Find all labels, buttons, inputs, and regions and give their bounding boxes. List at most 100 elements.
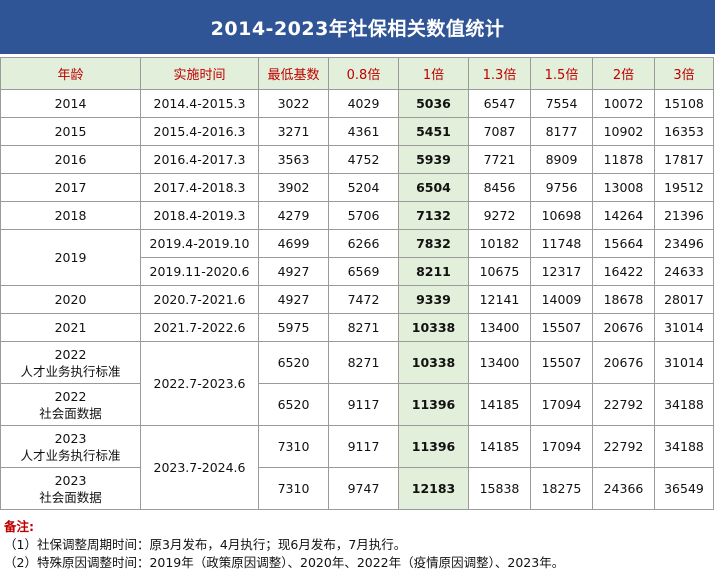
period-cell: 2016.4-2017.3 [140, 145, 259, 174]
value-cell: 5204 [328, 173, 399, 202]
value-cell: 31014 [654, 313, 714, 342]
value-cell: 9747 [328, 467, 399, 510]
value-cell: 3563 [258, 145, 329, 174]
year-cell: 2023 社会面数据 [0, 467, 141, 510]
value-cell: 36549 [654, 467, 714, 510]
value-cell: 8271 [328, 341, 399, 384]
value-cell: 10072 [592, 89, 655, 118]
value-cell: 7310 [258, 425, 329, 468]
value-cell: 34188 [654, 383, 714, 426]
header-3x: 3倍 [654, 57, 714, 90]
value-cell: 13400 [468, 341, 531, 384]
header-1-5x: 1.5倍 [530, 57, 593, 90]
value-cell: 31014 [654, 341, 714, 384]
value-cell: 4927 [258, 285, 329, 314]
value-cell-1x: 12183 [398, 467, 469, 510]
value-cell: 15507 [530, 341, 593, 384]
value-cell: 14009 [530, 285, 593, 314]
value-cell: 7472 [328, 285, 399, 314]
value-cell: 10902 [592, 117, 655, 146]
table-row: 2015 2015.4-2016.3 3271 4361 5451 7087 8… [0, 117, 714, 146]
value-cell: 13400 [468, 313, 531, 342]
value-cell: 4752 [328, 145, 399, 174]
year-sublabel: 人才业务执行标准 [20, 447, 121, 463]
value-cell: 15108 [654, 89, 714, 118]
year-cell: 2022 人才业务执行标准 [0, 341, 141, 384]
table-row: 2014 2014.4-2015.3 3022 4029 5036 6547 7… [0, 89, 714, 118]
value-cell: 6520 [258, 383, 329, 426]
value-cell: 15664 [592, 229, 655, 258]
value-cell: 7087 [468, 117, 531, 146]
notes-section: 备注: （1）社保调整周期时间：原3月发布，4月执行；现6月发布，7月执行。 （… [4, 518, 712, 572]
value-cell-1x: 5036 [398, 89, 469, 118]
stats-table: 年龄 实施时间 最低基数 0.8倍 1倍 1.3倍 1.5倍 2倍 3倍 201… [0, 57, 714, 510]
value-cell: 15507 [530, 313, 593, 342]
value-cell: 4927 [258, 257, 329, 286]
period-cell: 2023.7-2024.6 [140, 425, 259, 510]
value-cell: 11748 [530, 229, 593, 258]
value-cell: 12317 [530, 257, 593, 286]
header-1x: 1倍 [398, 57, 469, 90]
value-cell-1x: 7132 [398, 201, 469, 230]
year-cell: 2014 [0, 89, 141, 118]
value-cell: 24366 [592, 467, 655, 510]
value-cell: 5706 [328, 201, 399, 230]
table-row: 2019 2019.4-2019.10 4699 6266 7832 10182… [0, 229, 714, 286]
year-cell: 2018 [0, 201, 141, 230]
value-cell: 18275 [530, 467, 593, 510]
year-cell: 2021 [0, 313, 141, 342]
value-cell: 11878 [592, 145, 655, 174]
year-cell: 2020 [0, 285, 141, 314]
table-row: 2016 2016.4-2017.3 3563 4752 5939 7721 8… [0, 145, 714, 174]
value-cell: 20676 [592, 341, 655, 384]
header-period: 实施时间 [140, 57, 259, 90]
value-cell: 9272 [468, 201, 531, 230]
value-cell: 8271 [328, 313, 399, 342]
value-cell: 3022 [258, 89, 329, 118]
value-cell: 4029 [328, 89, 399, 118]
header-row: 年龄 实施时间 最低基数 0.8倍 1倍 1.3倍 1.5倍 2倍 3倍 [0, 57, 714, 90]
note-line: （1）社保调整周期时间：原3月发布，4月执行；现6月发布，7月执行。 [4, 537, 407, 552]
value-cell: 3902 [258, 173, 329, 202]
value-cell: 13008 [592, 173, 655, 202]
header-2x: 2倍 [592, 57, 655, 90]
value-cell: 9756 [530, 173, 593, 202]
value-cell: 22792 [592, 383, 655, 426]
value-cell: 6520 [258, 341, 329, 384]
value-cell: 8456 [468, 173, 531, 202]
year-cell: 2023 人才业务执行标准 [0, 425, 141, 468]
value-cell: 4279 [258, 201, 329, 230]
value-cell: 17094 [530, 425, 593, 468]
table-row: 2022 人才业务执行标准 2022.7-2023.6 6520 8271 10… [0, 341, 714, 426]
value-cell: 7310 [258, 467, 329, 510]
year-label: 2023 [54, 430, 87, 446]
value-cell: 19512 [654, 173, 714, 202]
year-cell: 2017 [0, 173, 141, 202]
table-row: 2017 2017.4-2018.3 3902 5204 6504 8456 9… [0, 173, 714, 202]
page-title: 2014-2023年社保相关数值统计 [0, 0, 715, 54]
period-cell: 2019.11-2020.6 [140, 257, 259, 286]
period-cell: 2015.4-2016.3 [140, 117, 259, 146]
value-cell: 6547 [468, 89, 531, 118]
notes-title: 备注: [4, 519, 34, 534]
value-cell: 12141 [468, 285, 531, 314]
table-row: 2020 2020.7-2021.6 4927 7472 9339 12141 … [0, 285, 714, 314]
value-cell-1x: 11396 [398, 425, 469, 468]
value-cell-1x: 8211 [398, 257, 469, 286]
value-cell: 23496 [654, 229, 714, 258]
value-cell-1x: 9339 [398, 285, 469, 314]
value-cell-1x: 7832 [398, 229, 469, 258]
table-row: 2019.11-2020.6 4927 6569 8211 10675 1231… [1, 257, 714, 286]
value-cell: 9117 [328, 383, 399, 426]
value-cell: 4361 [328, 117, 399, 146]
table-row: 2023 人才业务执行标准 2023.7-2024.6 7310 9117 11… [0, 425, 714, 510]
value-cell-1x: 10338 [398, 341, 469, 384]
value-cell: 9117 [328, 425, 399, 468]
value-cell-1x: 5939 [398, 145, 469, 174]
value-cell: 21396 [654, 201, 714, 230]
value-cell: 14264 [592, 201, 655, 230]
value-cell-1x: 11396 [398, 383, 469, 426]
value-cell: 4699 [258, 229, 329, 258]
year-sublabel: 人才业务执行标准 [20, 363, 121, 379]
value-cell: 7721 [468, 145, 531, 174]
